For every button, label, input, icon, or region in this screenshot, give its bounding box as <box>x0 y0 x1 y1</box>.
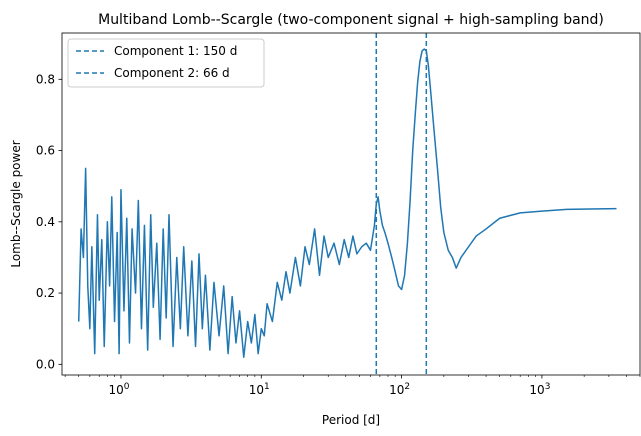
y-tick-label: 0.6 <box>36 144 55 158</box>
y-tick-label: 0.8 <box>36 72 55 86</box>
x-tick-label: 100 <box>108 382 129 397</box>
plot-lines <box>77 48 617 358</box>
x-tick-label: 102 <box>389 382 410 397</box>
plot-frame <box>61 32 641 376</box>
x-axis-ticks: 100 101 102 103 <box>64 375 641 397</box>
legend-label-2: Component 2: 66 d <box>114 66 230 80</box>
y-tick-label: 0.4 <box>36 215 55 229</box>
legend-label-1: Component 1: 150 d <box>114 44 237 58</box>
y-axis-ticks: 0.0 0.2 0.4 0.6 0.8 <box>36 72 62 371</box>
legend-box <box>67 38 265 88</box>
x-axis-label: Period [d] <box>322 413 380 427</box>
series-line-1 <box>77 48 617 358</box>
y-axis-label: Lomb--Scargle power <box>9 140 23 267</box>
legend: Component 1: 150 d Component 2: 66 d <box>67 38 265 88</box>
y-tick-label: 0.2 <box>36 286 55 300</box>
x-tick-label: 103 <box>529 382 550 397</box>
chart-title: Multiband Lomb--Scargle (two-component s… <box>98 12 604 28</box>
vline-group <box>375 33 428 375</box>
y-tick-label: 0.0 <box>36 357 55 371</box>
x-tick-label: 101 <box>249 382 270 397</box>
